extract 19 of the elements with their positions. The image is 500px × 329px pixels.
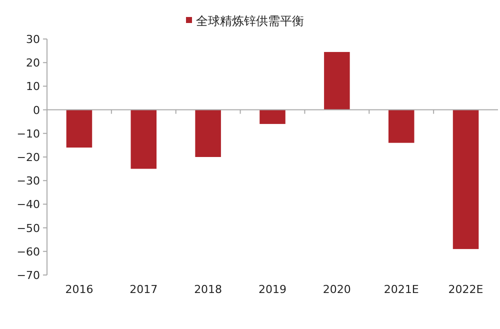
x-tick-label: 2021E <box>384 283 419 296</box>
y-tick-label: 10 <box>26 80 40 94</box>
x-tick-label: 2022E <box>448 283 484 296</box>
y-tick-label: 30 <box>26 33 40 46</box>
x-tick-label: 2020 <box>322 283 351 296</box>
legend-label: 全球精炼锌供需平衡 <box>196 14 304 28</box>
y-tick-label: −20 <box>16 151 40 164</box>
x-tick-label: 2018 <box>194 283 222 296</box>
y-tick-label: −30 <box>16 174 40 188</box>
x-tick-label: 2019 <box>258 283 286 296</box>
y-tick-label: −60 <box>16 245 40 258</box>
y-tick-label: −40 <box>16 198 40 212</box>
y-tick-label: −50 <box>16 222 40 235</box>
y-tick-label: 0 <box>33 104 40 117</box>
y-tick-label: −70 <box>16 269 40 282</box>
x-tick-label: 2017 <box>130 283 158 296</box>
y-tick-label: 20 <box>26 56 40 70</box>
x-tick-label: 2016 <box>65 283 94 296</box>
y-tick-label: −10 <box>16 127 40 140</box>
